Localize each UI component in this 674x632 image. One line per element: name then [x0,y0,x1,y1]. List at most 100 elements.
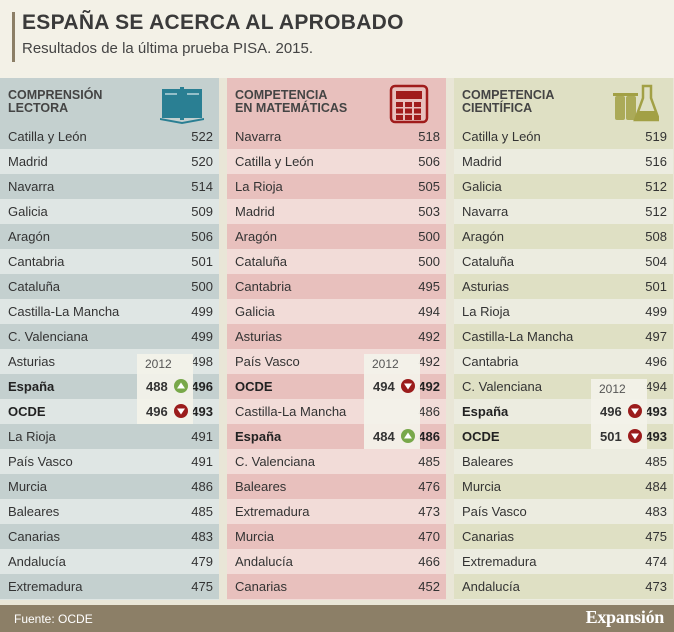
region-name: España [235,429,282,444]
score-value: 493 [645,404,667,419]
table-row: Asturias 501 [454,274,673,299]
region-name: Navarra [235,129,282,144]
score-value: 494 [645,379,667,394]
table-row: Andalucía 473 [454,574,673,599]
table-row: Catilla y León 506 [227,149,446,174]
table-row: Castilla-La Mancha 499 [0,299,219,324]
region-name: Catilla y León [462,129,541,144]
region-name: Andalucía [235,554,293,569]
trend-down-icon [628,429,642,443]
region-name: Andalucía [462,579,520,594]
region-name: Cataluña [462,254,515,269]
region-name: Madrid [235,204,275,219]
region-name: España [462,404,509,419]
score-value: 519 [645,129,667,144]
table-row: Galicia 512 [454,174,673,199]
score-value: 486 [418,404,440,419]
previous-score: 484 [373,429,395,444]
table-row: Navarra 518 [227,124,446,149]
comparison-year-label: 2012 [145,357,172,371]
score-value: 512 [645,204,667,219]
region-name: País Vasco [8,454,73,469]
region-name: Canarias [462,529,515,544]
score-value: 500 [418,229,440,244]
score-value: 508 [645,229,667,244]
column-header: COMPETENCIA EN MATEMÁTICAS [227,78,446,124]
score-value: 484 [645,479,667,494]
table-row: Cantabria 496 [454,349,673,374]
trend-up-icon [401,429,415,443]
table-row: La Rioja 499 [454,299,673,324]
score-value: 522 [191,129,213,144]
comparison-year-label: 2012 [372,357,399,371]
previous-score: 501 [600,429,622,444]
math-column: COMPETENCIA EN MATEMÁTICAS Navarra 518 Catil… [227,78,446,600]
score-value: 514 [191,179,213,194]
table-row: Extremadura 474 [454,549,673,574]
table-row: C. Valenciana 499 [0,324,219,349]
score-value: 473 [645,579,667,594]
region-name: Galicia [8,204,48,219]
score-value: 499 [645,304,667,319]
table-row: Extremadura 473 [227,499,446,524]
table-row: Aragón 500 [227,224,446,249]
science-column: COMPETENCIA CIENTÍFICA Catilla y León 519 Ma… [454,78,673,600]
table-row: Murcia 470 [227,524,446,549]
region-name: Catilla y León [235,154,314,169]
region-name: Galicia [462,179,502,194]
region-name: Extremadura [235,504,310,519]
score-value: 473 [418,504,440,519]
region-name: Aragón [462,229,504,244]
region-name: C. Valenciana [462,379,542,394]
region-name: Aragón [8,229,50,244]
region-name: Asturias [235,329,282,344]
score-value: 452 [418,579,440,594]
table-row: Andalucía 479 [0,549,219,574]
region-name: OCDE [462,429,500,444]
table-row: Asturias 492 [227,324,446,349]
brand-logo: Expansión [585,607,665,627]
region-name: Castilla-La Mancha [235,404,347,419]
score-value: 483 [645,504,667,519]
page-title: ESPAÑA SE ACERCA AL APROBADO [22,11,404,34]
table-row: Madrid 516 [454,149,673,174]
score-value: 486 [418,429,440,444]
region-name: Madrid [462,154,502,169]
score-value: 503 [418,204,440,219]
table-row: Cataluña 500 [0,274,219,299]
score-value: 492 [418,379,440,394]
region-name: Murcia [8,479,48,494]
column-title: COMPETENCIA CIENTÍFICA [462,89,554,115]
region-name: Castilla-La Mancha [462,329,574,344]
score-value: 475 [645,529,667,544]
title-accent-bar [12,12,15,62]
table-row: Cataluña 500 [227,249,446,274]
region-name: La Rioja [8,429,56,444]
score-value: 485 [191,504,213,519]
region-name: Canarias [235,579,288,594]
score-value: 491 [191,454,213,469]
score-value: 499 [191,304,213,319]
table-row: La Rioja 491 [0,424,219,449]
region-name: La Rioja [235,179,283,194]
score-value: 505 [418,179,440,194]
column-title: COMPRENSIÓN LECTORA [8,89,102,115]
score-value: 495 [418,279,440,294]
score-value: 492 [418,354,440,369]
table-row: Catilla y León 519 [454,124,673,149]
table-row: Catilla y León 522 [0,124,219,149]
table-row: C. Valenciana 485 [227,449,446,474]
column-title-line: CIENTÍFICA [462,101,533,115]
score-value: 496 [191,379,213,394]
table-row: País Vasco 483 [454,499,673,524]
column-title-line: EN MATEMÁTICAS [235,101,348,115]
score-value: 500 [191,279,213,294]
table-row: Canarias 475 [454,524,673,549]
table-row: Galicia 494 [227,299,446,324]
comparison-year-label: 2012 [599,382,626,396]
region-name: Navarra [8,179,55,194]
score-value: 491 [191,429,213,444]
table-row: Baleares 476 [227,474,446,499]
score-value: 475 [191,579,213,594]
region-name: C. Valenciana [8,329,88,344]
